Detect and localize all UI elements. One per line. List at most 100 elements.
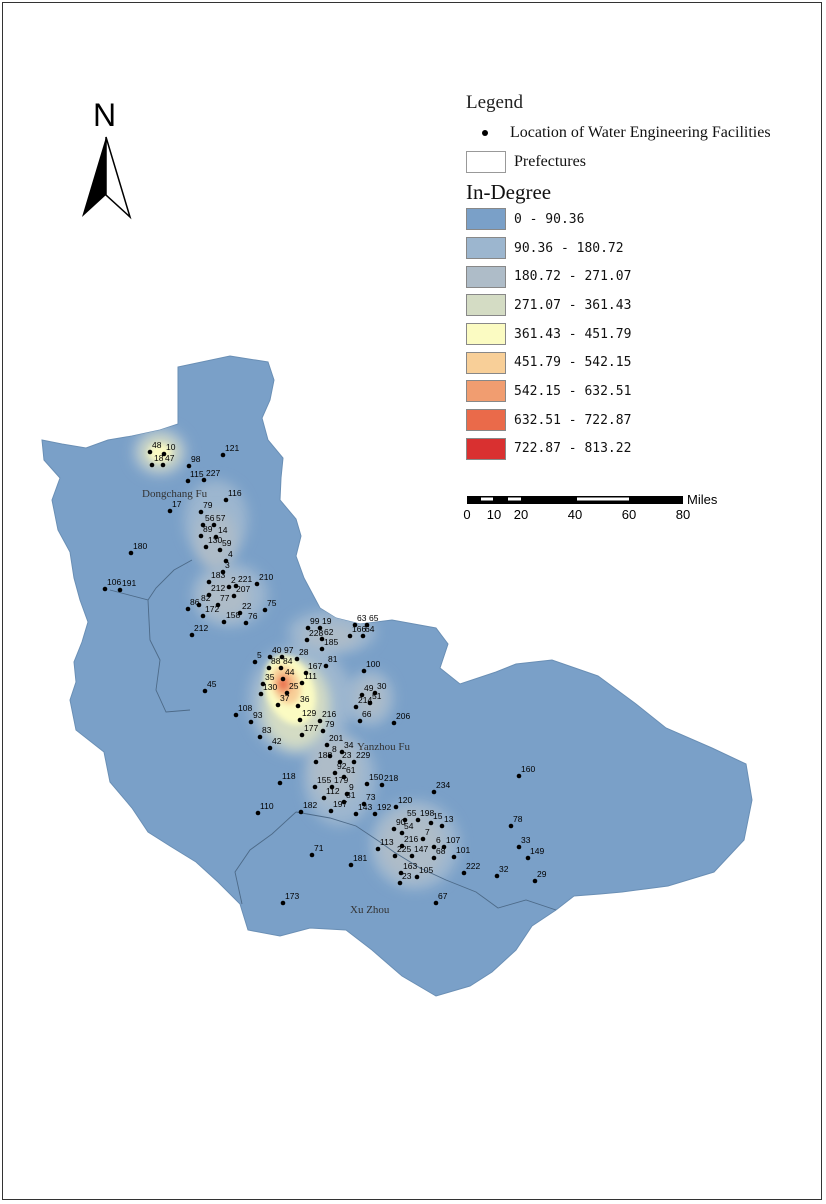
- facility-point[interactable]: 3: [220, 560, 230, 575]
- facility-dot[interactable]: [494, 873, 500, 879]
- facility-dot[interactable]: [352, 622, 358, 628]
- facility-point[interactable]: 65: [364, 613, 379, 628]
- facility-point[interactable]: 143: [353, 802, 373, 817]
- facility-point[interactable]: 112: [321, 786, 340, 801]
- facility-point[interactable]: 210: [254, 572, 274, 587]
- facility-point[interactable]: 225: [392, 844, 412, 859]
- facility-dot[interactable]: [266, 665, 272, 671]
- facility-point[interactable]: 49: [359, 683, 374, 698]
- facility-dot[interactable]: [279, 654, 285, 660]
- facility-point[interactable]: 147: [409, 844, 429, 859]
- facility-dot[interactable]: [372, 811, 378, 817]
- facility-point[interactable]: 86: [185, 597, 200, 612]
- facility-dot[interactable]: [441, 844, 447, 850]
- facility-dot[interactable]: [364, 622, 370, 628]
- facility-dot[interactable]: [312, 784, 318, 790]
- facility-dot[interactable]: [321, 795, 327, 801]
- facility-dot[interactable]: [198, 509, 204, 515]
- facility-point[interactable]: 57: [211, 513, 226, 528]
- facility-point[interactable]: 59: [217, 538, 232, 553]
- facility-point[interactable]: 5: [252, 650, 262, 665]
- facility-dot[interactable]: [217, 547, 223, 553]
- facility-point[interactable]: 25: [284, 681, 299, 696]
- facility-dot[interactable]: [414, 874, 420, 880]
- facility-point[interactable]: 56: [200, 513, 215, 528]
- facility-dot[interactable]: [200, 613, 206, 619]
- facility-dot[interactable]: [243, 620, 249, 626]
- facility-dot[interactable]: [252, 659, 258, 665]
- facility-dot[interactable]: [420, 836, 426, 842]
- facility-point[interactable]: 81: [323, 654, 338, 669]
- facility-point[interactable]: 6: [431, 835, 441, 850]
- facility-point[interactable]: 183: [206, 570, 226, 585]
- facility-point[interactable]: 78: [508, 814, 523, 829]
- facility-dot[interactable]: [397, 880, 403, 886]
- facility-point[interactable]: 23: [337, 750, 352, 765]
- facility-point[interactable]: 67: [433, 891, 448, 906]
- facility-point[interactable]: 188: [313, 750, 333, 765]
- facility-dot[interactable]: [323, 663, 329, 669]
- facility-dot[interactable]: [294, 656, 300, 662]
- facility-point[interactable]: 35: [260, 672, 275, 687]
- facility-point[interactable]: 121: [220, 443, 240, 458]
- facility-dot[interactable]: [304, 637, 310, 643]
- facility-dot[interactable]: [532, 878, 538, 884]
- facility-dot[interactable]: [309, 852, 315, 858]
- facility-point[interactable]: 100: [361, 659, 381, 674]
- facility-point[interactable]: 106: [102, 577, 122, 592]
- facility-dot[interactable]: [439, 823, 445, 829]
- facility-dot[interactable]: [277, 780, 283, 786]
- facility-dot[interactable]: [367, 700, 373, 706]
- facility-dot[interactable]: [431, 855, 437, 861]
- facility-dot[interactable]: [508, 823, 514, 829]
- facility-dot[interactable]: [372, 690, 378, 696]
- facility-point[interactable]: 79: [198, 500, 213, 515]
- facility-point[interactable]: 221: [233, 574, 253, 589]
- facility-point[interactable]: 32: [494, 864, 509, 879]
- facility-dot[interactable]: [147, 449, 153, 455]
- facility-dot[interactable]: [299, 732, 305, 738]
- facility-point[interactable]: 116: [223, 488, 242, 503]
- facility-dot[interactable]: [201, 477, 207, 483]
- facility-point[interactable]: 177: [299, 723, 319, 738]
- facility-point[interactable]: 77: [215, 593, 230, 608]
- facility-point[interactable]: 29: [532, 869, 547, 884]
- facility-dot[interactable]: [220, 452, 226, 458]
- facility-point[interactable]: 63: [352, 613, 367, 628]
- facility-dot[interactable]: [260, 681, 266, 687]
- facility-point[interactable]: 97: [279, 645, 294, 660]
- facility-point[interactable]: 179: [329, 775, 349, 790]
- facility-point[interactable]: 28: [294, 647, 309, 662]
- facility-dot[interactable]: [149, 462, 155, 468]
- facility-dot[interactable]: [167, 508, 173, 514]
- facility-dot[interactable]: [221, 619, 227, 625]
- facility-dot[interactable]: [258, 691, 264, 697]
- facility-point[interactable]: 222: [461, 861, 481, 876]
- facility-point[interactable]: 4: [223, 549, 233, 564]
- facility-point[interactable]: 166: [347, 624, 367, 639]
- facility-dot[interactable]: [379, 782, 385, 788]
- facility-point[interactable]: 2: [226, 575, 236, 590]
- facility-dot[interactable]: [223, 558, 229, 564]
- facility-point[interactable]: 107: [441, 835, 461, 850]
- facility-point[interactable]: 227: [201, 468, 221, 483]
- facility-dot[interactable]: [206, 579, 212, 585]
- facility-dot[interactable]: [361, 801, 367, 807]
- facility-point[interactable]: 90: [391, 817, 406, 832]
- facility-dot[interactable]: [198, 533, 204, 539]
- facility-dot[interactable]: [353, 811, 359, 817]
- facility-point[interactable]: 84: [278, 656, 293, 671]
- facility-point[interactable]: 150: [364, 772, 384, 787]
- facility-point[interactable]: 54: [399, 821, 414, 836]
- facility-dot[interactable]: [357, 718, 363, 724]
- facility-point[interactable]: 79: [320, 719, 335, 734]
- facility-point[interactable]: 14: [213, 525, 228, 540]
- facility-point[interactable]: 47: [160, 453, 175, 468]
- facility-point[interactable]: 130: [258, 682, 278, 697]
- facility-point[interactable]: 15: [428, 811, 443, 826]
- facility-dot[interactable]: [255, 810, 261, 816]
- facility-dot[interactable]: [344, 791, 350, 797]
- facility-dot[interactable]: [185, 606, 191, 612]
- facility-point[interactable]: 13: [439, 814, 454, 829]
- facility-point[interactable]: 45: [202, 679, 217, 694]
